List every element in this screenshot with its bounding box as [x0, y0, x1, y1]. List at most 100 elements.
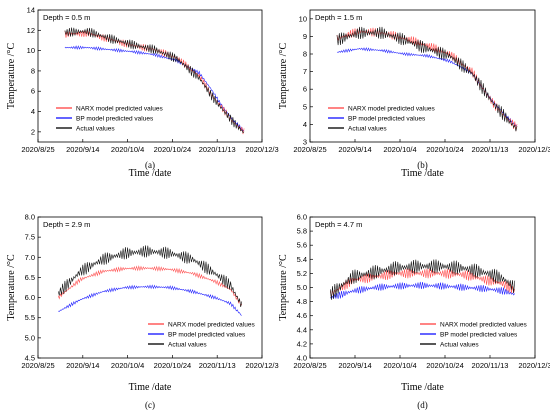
y-tick-label: 9 — [303, 32, 307, 41]
x-tick-label: 2020/8/25 — [21, 361, 54, 370]
y-tick-label: 5.8 — [297, 227, 307, 236]
legend-entry: NARX model predicted values — [76, 105, 163, 112]
x-tick-label: 2020/8/25 — [293, 361, 326, 370]
series-line-actual — [64, 27, 245, 134]
y-tick-label: 7.5 — [25, 233, 35, 242]
chart-panel-c: 4.5 5.0 5.5 6.0 6.5 7.0 7.5 8.0 2020/8/25 2020/9/… — [6, 213, 279, 411]
y-tick-label: 3 — [303, 138, 307, 147]
y-tick-label: 5.0 — [297, 283, 307, 292]
y-tick-label: 8.0 — [25, 213, 35, 222]
series-line-bp — [64, 45, 245, 132]
series-line-actual — [330, 259, 516, 300]
legend-entry: NARX model predicted values — [168, 321, 255, 328]
y-tick-label: 8 — [303, 50, 307, 59]
y-tick-label: 4.5 — [25, 354, 35, 363]
y-tick-label: 4.0 — [297, 354, 307, 363]
x-tick-label: 2020/12/3 — [245, 145, 278, 154]
x-tick-label: 2020/9/14 — [66, 145, 99, 154]
legend-entry: NARX model predicted values — [348, 105, 435, 112]
y-tick-label: 10 — [27, 46, 35, 55]
y-tick-label: 6 — [303, 85, 307, 94]
series-line-bp — [58, 284, 242, 316]
series-line-actual — [336, 26, 518, 132]
x-tick-label: 2020/10/24 — [154, 361, 192, 370]
plot-frame — [309, 9, 536, 143]
y-tick-label: 5.0 — [25, 333, 35, 342]
depth-annotation: Depth = 1.5 m — [315, 13, 362, 22]
y-tick-label: 6.5 — [25, 273, 35, 282]
legend-entry: BP model predicted values — [168, 331, 246, 338]
x-tick-label: 2020/12/3 — [518, 361, 550, 370]
series-line-actual — [57, 245, 243, 308]
legend-entry: BP model predicted values — [76, 115, 154, 122]
legend-entry: Actual values — [440, 341, 479, 348]
series-line-bp — [330, 281, 516, 300]
legend-entry: BP model predicted values — [348, 115, 426, 122]
panel-label: (a) — [145, 160, 155, 170]
y-tick-label: 5.2 — [297, 269, 307, 278]
y-tick-label: 4.8 — [297, 297, 307, 306]
x-tick-label: 2020/10/4 — [111, 361, 144, 370]
y-tick-label: 4.4 — [297, 325, 307, 334]
y-tick-label: 5.4 — [297, 255, 307, 264]
y-tick-label: 14 — [27, 6, 35, 15]
x-tick-label: 2020/10/4 — [383, 361, 416, 370]
y-axis-title: Temperature /°C — [278, 43, 289, 110]
x-tick-label: 2020/10/4 — [111, 145, 144, 154]
chart-panel-a: 2 4 6 8 10 12 14 2020/8/25 2020/9/14 2020/10/4 202… — [6, 6, 279, 180]
x-tick-label: 2020/12/3 — [245, 361, 278, 370]
plot-frame — [37, 216, 263, 359]
y-axis-title: Temperature /°C — [6, 254, 17, 321]
x-tick-label: 2020/11/13 — [199, 361, 236, 370]
y-tick-label: 6.0 — [297, 213, 307, 222]
y-tick-label: 5.6 — [297, 241, 307, 250]
legend-entry: BP model predicted values — [440, 331, 518, 338]
y-axis-title: Temperature /°C — [278, 254, 289, 321]
panel-label: (b) — [417, 160, 428, 170]
x-axis-title: Time /date — [401, 168, 444, 179]
y-axis-title: Temperature /°C — [6, 43, 17, 110]
y-tick-label: 5 — [303, 102, 307, 111]
depth-annotation: Depth = 0.5 m — [43, 13, 90, 22]
x-tick-label: 2020/12/3 — [518, 145, 550, 154]
x-tick-label: 2020/11/13 — [472, 361, 509, 370]
x-tick-label: 2020/10/24 — [154, 145, 192, 154]
x-tick-label: 2020/11/13 — [199, 145, 236, 154]
y-tick-label: 12 — [27, 26, 35, 35]
y-tick-label: 6 — [31, 87, 35, 96]
x-tick-label: 2020/10/4 — [383, 145, 416, 154]
plot-frame — [37, 9, 263, 143]
x-axis-title: Time /date — [129, 382, 172, 393]
legend-entry: Actual values — [168, 341, 207, 348]
y-tick-label: 10 — [299, 14, 307, 23]
y-tick-label: 4.2 — [297, 339, 307, 348]
y-tick-label: 4.6 — [297, 311, 307, 320]
x-tick-label: 2020/10/24 — [426, 361, 464, 370]
x-tick-label: 2020/8/25 — [293, 145, 326, 154]
x-tick-label: 2020/10/24 — [426, 145, 464, 154]
legend-entry: Actual values — [348, 125, 387, 132]
legend-entry: NARX model predicted values — [440, 321, 527, 328]
y-tick-label: 7.0 — [25, 253, 35, 262]
x-tick-label: 2020/11/13 — [472, 145, 509, 154]
x-tick-label: 2020/8/25 — [21, 145, 54, 154]
y-tick-label: 4 — [31, 107, 35, 116]
y-tick-label: 4 — [303, 120, 307, 129]
chart-panel-d: 4.0 4.2 4.4 4.6 4.8 5.0 5.2 5.4 5.6 5.8 6.0 2020/8/… — [278, 213, 550, 411]
y-tick-label: 2 — [31, 127, 35, 136]
y-tick-label: 5.5 — [25, 313, 35, 322]
legend-entry: Actual values — [76, 125, 115, 132]
y-tick-label: 7 — [303, 67, 307, 76]
y-tick-label: 6.0 — [25, 293, 35, 302]
series-line-narx — [57, 265, 243, 307]
panel-label: (d) — [417, 400, 428, 410]
x-tick-label: 2020/9/14 — [338, 145, 371, 154]
y-tick-label: 8 — [31, 66, 35, 75]
series-line-narx — [330, 268, 516, 298]
series-line-bp — [336, 47, 518, 127]
x-axis-title: Time /date — [129, 168, 172, 179]
x-tick-label: 2020/9/14 — [66, 361, 99, 370]
x-axis-title: Time /date — [401, 382, 444, 393]
panel-label: (c) — [145, 400, 155, 410]
